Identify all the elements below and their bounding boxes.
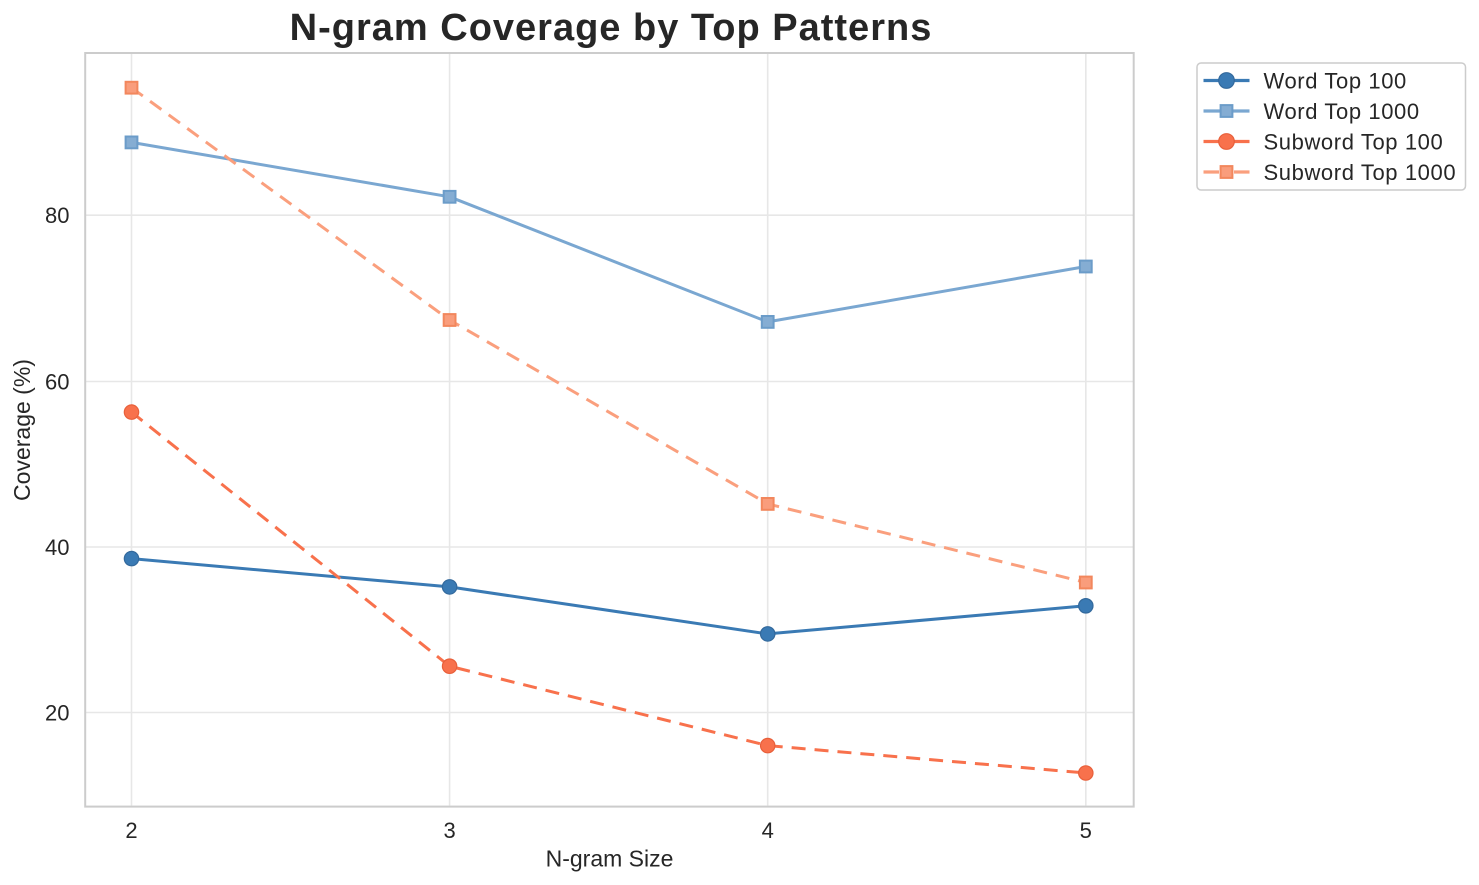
svg-text:80: 80: [45, 203, 69, 228]
svg-text:3: 3: [443, 818, 455, 843]
svg-text:60: 60: [45, 370, 69, 395]
svg-text:4: 4: [762, 818, 774, 843]
svg-text:Coverage (%): Coverage (%): [9, 359, 35, 501]
svg-text:40: 40: [45, 535, 69, 560]
svg-text:20: 20: [45, 701, 69, 726]
svg-text:N-gram Coverage by Top Pattern: N-gram Coverage by Top Patterns: [290, 7, 933, 49]
svg-text:Subword Top 100: Subword Top 100: [1264, 130, 1444, 155]
svg-text:Word Top 1000: Word Top 1000: [1264, 99, 1420, 124]
svg-text:Word Top 100: Word Top 100: [1264, 69, 1407, 94]
svg-text:N-gram Size: N-gram Size: [546, 846, 674, 872]
svg-text:2: 2: [125, 818, 137, 843]
svg-text:5: 5: [1080, 818, 1092, 843]
svg-text:Subword Top 1000: Subword Top 1000: [1264, 160, 1457, 185]
